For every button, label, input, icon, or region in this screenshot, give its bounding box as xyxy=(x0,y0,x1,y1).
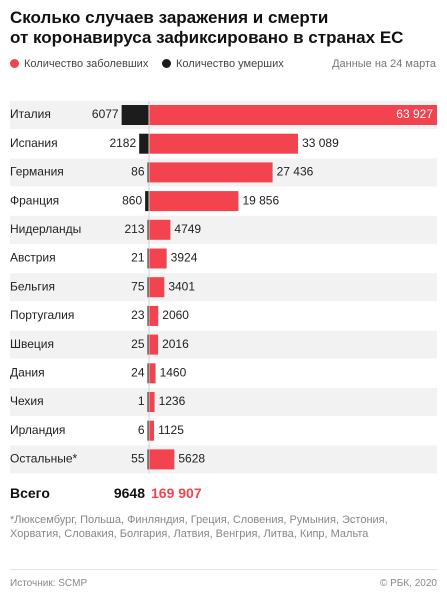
cases-bar xyxy=(149,334,159,355)
category-label: Остальные* xyxy=(10,452,78,466)
category-label: Дания xyxy=(10,365,45,379)
chart-title: Сколько случаев заражения и смерти от ко… xyxy=(10,8,440,48)
legend-deaths: Количество умерших xyxy=(162,58,284,70)
deaths-bar xyxy=(147,392,149,412)
deaths-value-label: 2182 xyxy=(109,136,136,150)
bar-chart: Италия 6077 63 927 Испания 2182 33 089 Германи… xyxy=(10,101,437,501)
cases-value-label: 2060 xyxy=(162,308,189,322)
category-label: Швеция xyxy=(10,337,54,351)
deaths-value-label: 86 xyxy=(131,165,145,179)
deaths-bar xyxy=(139,133,149,154)
cases-bar xyxy=(149,219,171,240)
row-band xyxy=(10,388,437,416)
category-label: Испания xyxy=(10,136,58,150)
cases-value-label: 33 089 xyxy=(302,136,339,150)
deaths-value-label: 213 xyxy=(124,222,144,236)
deaths-bar xyxy=(147,449,149,470)
deaths-bar xyxy=(121,105,149,125)
date-note: Данные на 24 марта xyxy=(332,58,436,70)
category-label: Португалия xyxy=(10,308,74,322)
cases-bar xyxy=(149,277,165,298)
deaths-bar xyxy=(147,162,149,183)
deaths-bar xyxy=(147,277,149,298)
cases-bar xyxy=(149,248,167,269)
category-label: Ирландия xyxy=(10,423,65,437)
cases-value-label: 3924 xyxy=(171,251,198,265)
deaths-bar xyxy=(147,219,149,240)
category-label: Бельгия xyxy=(10,279,55,293)
cases-bar xyxy=(149,392,155,412)
deaths-bar xyxy=(147,334,149,355)
cases-bar xyxy=(149,449,175,470)
deaths-value-label: 6077 xyxy=(92,107,119,121)
copyright-text: © РБК, 2020 xyxy=(379,578,437,589)
cases-value-label: 19 856 xyxy=(242,193,279,207)
deaths-value-label: 21 xyxy=(131,251,145,265)
legend-deaths-label: Количество умерших xyxy=(176,58,284,70)
deaths-dot-icon xyxy=(162,59,171,68)
deaths-bar xyxy=(147,305,149,326)
total-cases-value: 169 907 xyxy=(151,485,202,501)
deaths-value-label: 24 xyxy=(131,365,145,379)
deaths-value-label: 1 xyxy=(138,394,145,408)
cases-value-label: 4749 xyxy=(174,222,201,236)
cases-value-label: 2016 xyxy=(162,337,189,351)
row-band xyxy=(10,445,437,474)
deaths-value-label: 25 xyxy=(131,337,145,351)
legend-cases: Количество заболевших xyxy=(10,58,148,70)
total-deaths-value: 9648 xyxy=(114,485,145,501)
deaths-value-label: 860 xyxy=(122,193,142,207)
row-band xyxy=(10,330,437,359)
category-label: Чехия xyxy=(10,394,44,408)
category-label: Нидерланды xyxy=(10,222,81,236)
footer-divider xyxy=(10,569,437,570)
legend-cases-label: Количество заболевших xyxy=(24,58,149,70)
cases-value-label: 3401 xyxy=(168,279,195,293)
legend: Количество заболевших Количество умерших… xyxy=(10,58,440,72)
cases-dot-icon xyxy=(10,59,19,68)
row-band xyxy=(10,215,437,244)
deaths-bar xyxy=(147,248,149,269)
title-line-2: от коронавируса зафиксировано в странах … xyxy=(10,28,404,47)
category-label: Германия xyxy=(10,165,64,179)
deaths-bar xyxy=(145,191,149,212)
row-band xyxy=(10,273,437,302)
source-text: Источник: SCMP xyxy=(10,578,88,589)
cases-bar xyxy=(149,305,159,326)
deaths-value-label: 75 xyxy=(131,279,145,293)
cases-bar xyxy=(149,162,273,183)
deaths-value-label: 6 xyxy=(138,423,145,437)
cases-bar xyxy=(149,105,437,125)
cases-value-label: 5628 xyxy=(178,452,205,466)
footnote: *Люксембург, Польша, Финляндия, Греция, … xyxy=(10,514,388,540)
cases-bar xyxy=(149,133,299,154)
cases-value-label: 27 436 xyxy=(277,165,314,179)
cases-bar xyxy=(149,420,155,441)
cases-value-label: 63 927 xyxy=(396,107,433,121)
category-label: Франция xyxy=(10,193,59,207)
category-label: Австрия xyxy=(10,251,56,265)
deaths-value-label: 23 xyxy=(131,308,145,322)
cases-value-label: 1460 xyxy=(160,365,187,379)
cases-value-label: 1125 xyxy=(158,423,184,437)
title-line-1: Сколько случаев заражения и смерти xyxy=(10,8,329,27)
category-label: Италия xyxy=(10,107,51,121)
total-label: Всего xyxy=(10,485,50,501)
cases-value-label: 1236 xyxy=(159,394,186,408)
deaths-bar xyxy=(147,420,149,441)
deaths-value-label: 55 xyxy=(131,452,145,466)
cases-bar xyxy=(149,363,156,384)
deaths-bar xyxy=(147,363,149,384)
cases-bar xyxy=(149,191,239,212)
